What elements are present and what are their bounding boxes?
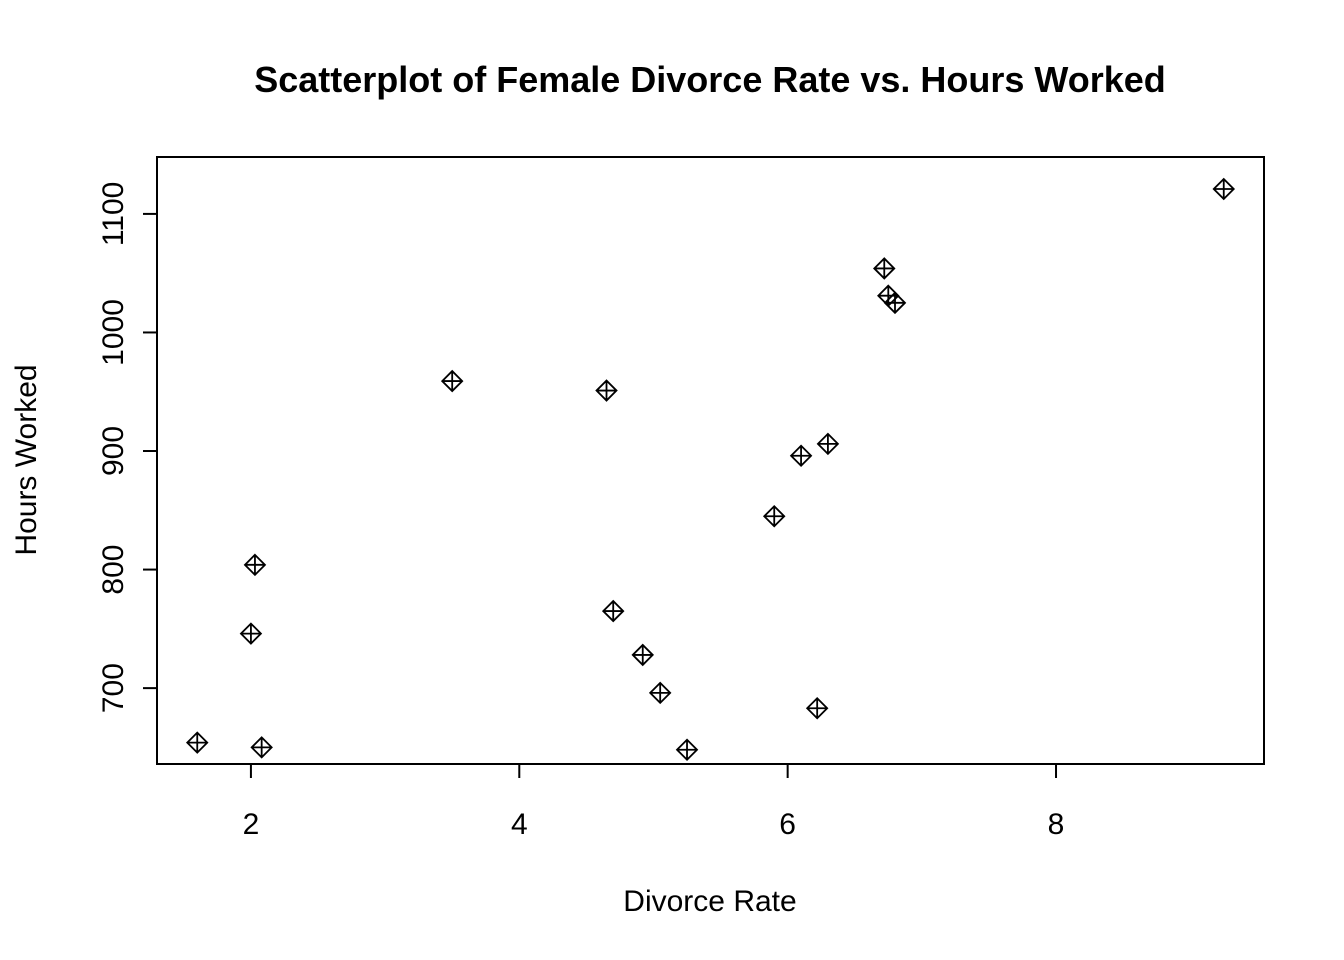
x-tick-label: 6 xyxy=(779,808,796,841)
x-axis: 2 4 6 8 xyxy=(243,764,1065,841)
data-point xyxy=(816,432,840,456)
chart-title: Scatterplot of Female Divorce Rate vs. H… xyxy=(254,59,1166,100)
data-point xyxy=(595,379,618,402)
y-tick-label: 900 xyxy=(97,426,130,476)
data-point xyxy=(883,291,907,315)
data-point xyxy=(762,504,786,528)
data-points xyxy=(185,177,1236,762)
data-point xyxy=(872,257,896,280)
data-point xyxy=(440,369,464,393)
x-tick-label: 4 xyxy=(511,808,528,841)
data-point xyxy=(239,622,263,645)
y-tick-label: 700 xyxy=(97,663,130,713)
data-point xyxy=(631,643,655,667)
data-point xyxy=(648,681,672,705)
data-point xyxy=(805,697,829,720)
x-axis-label: Divorce Rate xyxy=(623,885,796,918)
y-axis: 700 800 900 1000 1100 xyxy=(97,182,157,713)
data-point xyxy=(1212,177,1236,201)
x-tick-label: 2 xyxy=(243,808,260,841)
data-point xyxy=(250,736,273,759)
y-tick-label: 1000 xyxy=(97,299,130,366)
y-axis-label: Hours Worked xyxy=(10,364,43,555)
plot-frame xyxy=(156,156,1265,765)
x-tick-label: 8 xyxy=(1048,808,1065,841)
data-point xyxy=(243,553,267,577)
data-point xyxy=(789,444,813,468)
data-point xyxy=(675,738,699,762)
data-point xyxy=(601,599,625,623)
y-tick-label: 1100 xyxy=(97,182,130,247)
y-tick-label: 800 xyxy=(97,545,130,595)
data-point xyxy=(185,731,209,754)
